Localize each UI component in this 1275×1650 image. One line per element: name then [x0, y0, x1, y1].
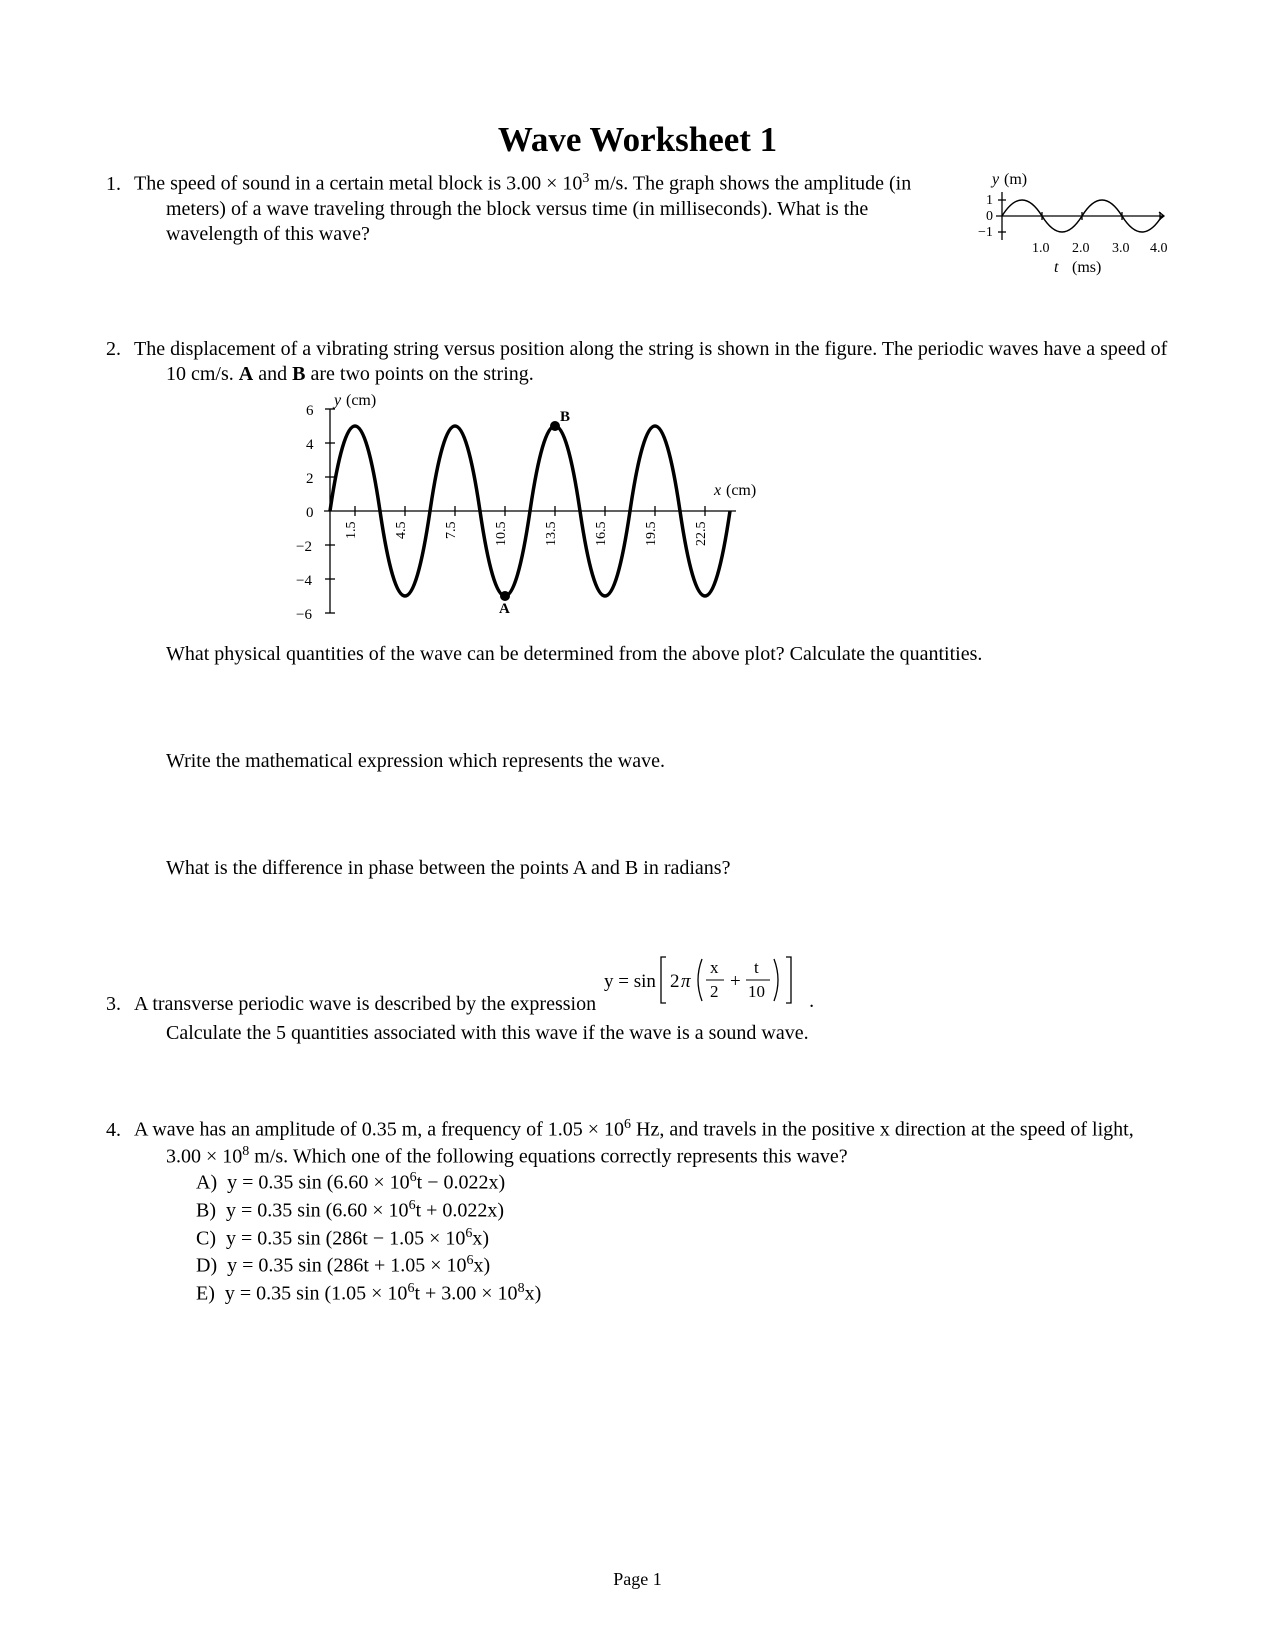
svg-text:0: 0 — [306, 505, 314, 521]
wave-graph-1: y (m) 1 0 −1 1.0 2.0 3.0 — [974, 170, 1169, 290]
svg-text:A: A — [499, 601, 510, 617]
svg-text:19.5: 19.5 — [644, 522, 659, 547]
svg-text:−6: −6 — [296, 607, 312, 623]
q2-sub-3: What is the difference in phase between … — [166, 856, 1109, 881]
q2-sub-1: What physical quantities of the wave can… — [166, 642, 1109, 667]
svg-text:−4: −4 — [296, 573, 312, 589]
svg-text:0: 0 — [986, 209, 993, 224]
svg-text:22.5: 22.5 — [694, 522, 709, 547]
option-c: C) y = 0.35 sin (286t − 1.05 × 106x) — [196, 1225, 1169, 1253]
svg-text:6: 6 — [306, 403, 314, 419]
svg-text:10.5: 10.5 — [494, 522, 509, 547]
svg-text:2: 2 — [670, 971, 680, 992]
svg-text:x: x — [713, 482, 721, 499]
figure-1: y (m) 1 0 −1 1.0 2.0 3.0 — [974, 170, 1169, 295]
svg-text:B: B — [560, 409, 570, 425]
page-footer: Page 1 — [0, 1569, 1275, 1590]
svg-text:y = sin: y = sin — [604, 971, 656, 992]
svg-text:y: y — [332, 392, 342, 409]
svg-text:(cm): (cm) — [346, 392, 376, 409]
svg-text:3.0: 3.0 — [1112, 241, 1130, 256]
option-a: A) y = 0.35 sin (6.60 × 106t − 0.022x) — [196, 1169, 1169, 1197]
q2-sub-2: Write the mathematical expression which … — [166, 749, 1109, 774]
question-1: 1.The speed of sound in a certain metal … — [106, 170, 1169, 295]
svg-text:t: t — [1054, 259, 1059, 276]
q3-sub-1: Calculate the 5 quantities associated wi… — [166, 1021, 1109, 1046]
figure-2: y (cm) 6 4 2 0 −2 −4 −6 1.5 — [276, 391, 1169, 636]
svg-text:2: 2 — [710, 982, 719, 1001]
question-1-text: 1.The speed of sound in a certain metal … — [106, 170, 960, 247]
svg-text:10: 10 — [748, 982, 765, 1001]
svg-text:(ms): (ms) — [1072, 259, 1101, 276]
svg-text:−2: −2 — [296, 539, 312, 555]
svg-text:(m): (m) — [1004, 171, 1027, 188]
svg-text:+: + — [730, 971, 741, 992]
svg-text:13.5: 13.5 — [544, 522, 559, 547]
svg-text:π: π — [681, 971, 691, 992]
question-2-text: 2.The displacement of a vibrating string… — [106, 337, 1169, 387]
question-4-options: A) y = 0.35 sin (6.60 × 106t − 0.022x) B… — [196, 1169, 1169, 1307]
question-3: 3.A transverse periodic wave is describe… — [106, 951, 1169, 1017]
svg-text:7.5: 7.5 — [444, 522, 459, 540]
svg-text:x: x — [710, 958, 719, 977]
question-4-text: 4.A wave has an amplitude of 0.35 m, a f… — [106, 1116, 1169, 1169]
svg-text:1.5: 1.5 — [344, 522, 359, 540]
svg-text:16.5: 16.5 — [594, 522, 609, 547]
question-3-text: 3.A transverse periodic wave is describe… — [106, 992, 596, 1017]
svg-text:−1: −1 — [978, 225, 993, 240]
svg-text:4.0: 4.0 — [1150, 241, 1168, 256]
option-b: B) y = 0.35 sin (6.60 × 106t + 0.022x) — [196, 1197, 1169, 1225]
svg-text:t: t — [754, 958, 759, 977]
svg-text:4.5: 4.5 — [394, 522, 409, 540]
svg-text:2: 2 — [306, 471, 314, 487]
svg-text:2.0: 2.0 — [1072, 241, 1090, 256]
equation: y = sin 2 π x 2 + t 10 . — [604, 951, 814, 1017]
svg-text:1.0: 1.0 — [1032, 241, 1050, 256]
svg-text:(cm): (cm) — [726, 482, 756, 499]
wave-graph-2: y (cm) 6 4 2 0 −2 −4 −6 1.5 — [276, 391, 776, 631]
svg-text:y: y — [990, 171, 1000, 188]
worksheet-page: Wave Worksheet 1 1.The speed of sound in… — [0, 0, 1275, 1650]
svg-text:1: 1 — [986, 193, 993, 208]
svg-text:4: 4 — [306, 437, 314, 453]
option-d: D) y = 0.35 sin (286t + 1.05 × 106x) — [196, 1252, 1169, 1280]
page-title: Wave Worksheet 1 — [106, 120, 1169, 160]
option-e: E) y = 0.35 sin (1.05 × 106t + 3.00 × 10… — [196, 1280, 1169, 1308]
